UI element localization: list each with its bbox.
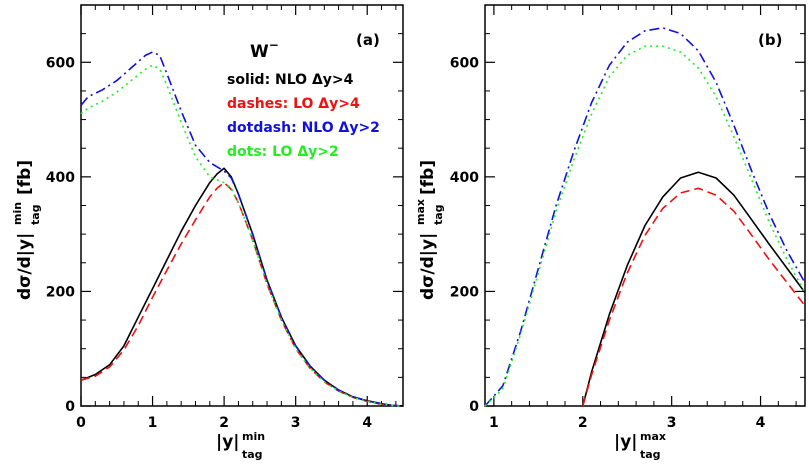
panel-b-xtick-label: 2: [578, 415, 588, 431]
panel-a-ylabel-sup: min: [11, 202, 24, 225]
panel-a-ylabel-unit: [fb]: [15, 160, 35, 195]
panel-b-ytick-label: 0: [469, 399, 479, 415]
panel-b-xtick-label: 3: [667, 415, 677, 431]
panel-b-xtick-label: 4: [756, 415, 766, 431]
panel-a-xtick-label: 2: [219, 415, 229, 431]
panel-a-xtick-label: 1: [148, 415, 158, 431]
panel-a-title: W−: [250, 38, 279, 62]
panel-b-ylabel-main: dσ/d|y|: [418, 233, 438, 300]
panel-b-frame: [484, 4, 806, 407]
panel-b-ylabel-unit: [fb]: [418, 160, 438, 195]
panel-b-ylabel-sub: tag: [432, 204, 445, 225]
panel-a-title-main: W: [250, 42, 269, 62]
panel-b-ticks: [485, 5, 805, 407]
panel-b-ytick-label: 400: [450, 170, 479, 186]
panel-b-ytick-label: 200: [450, 284, 479, 300]
panel-a-series-dashed: [80, 181, 404, 407]
panel-b-xtick-label: 1: [489, 415, 499, 431]
legend-entry: dashes: LO Δy>4: [227, 96, 360, 112]
panel-a-xtick-label: 4: [362, 415, 372, 431]
panel-a-ytick-label: 600: [46, 55, 75, 71]
panel-b-ylabel-sup: max: [414, 199, 427, 225]
panel-b-label: (b): [758, 31, 782, 49]
panel-b-xlabel-main: |y|: [614, 432, 638, 452]
panel-b-series-dotdash: [484, 27, 806, 407]
legend-entry: dots: LO Δy>2: [227, 144, 339, 160]
panel-b-tick-labels: 1 2 3 4 0 200 400 600: [450, 55, 766, 431]
panel-a-xlabel: |y|: [216, 432, 240, 452]
panel-a-ticks: [80, 5, 403, 407]
panel-a-ylabel-main: dσ/d|y|: [15, 233, 35, 300]
panel-a-ytick-label: 0: [65, 399, 75, 415]
panel-a-xlabel-sup: min: [242, 430, 265, 443]
panel-a-xtick-label: 3: [291, 415, 301, 431]
panel-a-ylabel: dσ/d|y| min tag [fb]: [11, 160, 42, 300]
legend-entry: dotdash: NLO Δy>2: [227, 120, 380, 136]
panel-a-ylabel-sub: tag: [29, 204, 42, 225]
panel-b-xlabel-sup: max: [640, 430, 666, 443]
panel-b-series: [484, 27, 806, 407]
panel-a-title-sup: −: [269, 38, 279, 52]
panel-a-ytick-label: 400: [46, 170, 75, 186]
panel-b-xlabel-sub: tag: [640, 448, 661, 461]
panel-b-series-dotted: [484, 45, 806, 407]
panel-b-xlabel: |y|: [614, 432, 638, 452]
panel-a-ytick-label: 200: [46, 284, 75, 300]
panel-b-series-solid: [582, 171, 806, 407]
panel-b-ytick-label: 600: [450, 55, 479, 71]
panel-a-series-solid: [80, 167, 404, 407]
panel-a-series-dotted: [80, 64, 404, 407]
panel-a-label: (a): [356, 31, 380, 49]
panel-a: 0 1 2 3 4 0 200 400 600 (a) W− solid: NLO Δy>4 da…: [11, 4, 404, 461]
panel-a-tick-labels: 0 1 2 3 4 0 200 400 600: [46, 55, 373, 431]
panel-a-xtick-label: 0: [76, 415, 86, 431]
panel-b-series-dashed: [582, 187, 806, 407]
legend-entry: solid: NLO Δy>4: [227, 72, 354, 88]
panel-a-xlabel-main: |y|: [216, 432, 240, 452]
panel-a-series-dotdash: [80, 51, 404, 407]
panel-a-xlabel-sub: tag: [242, 448, 263, 461]
panel-a-series: [80, 51, 404, 407]
panel-b-ylabel: dσ/d|y| max tag [fb]: [414, 160, 445, 300]
panel-a-legend: solid: NLO Δy>4 dashes: LO Δy>4 dotdash: N…: [227, 72, 380, 160]
panel-b: 1 2 3 4 0 200 400 600 (b) |y| max tag dσ/d|y| m…: [414, 4, 806, 461]
